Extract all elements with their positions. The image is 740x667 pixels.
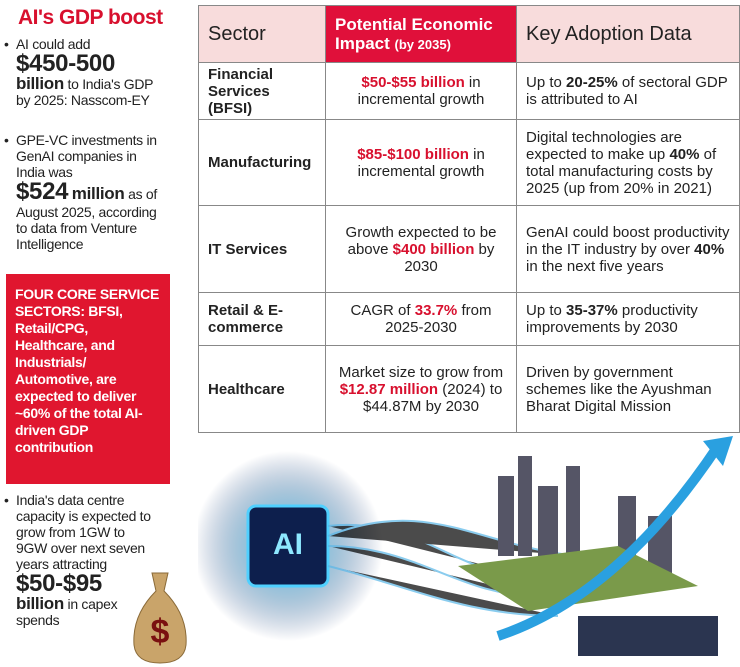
unit: million	[71, 184, 125, 203]
text: Market size to grow from	[338, 363, 504, 381]
figure: $50-$95	[16, 570, 102, 597]
sector-cell: IT Services	[198, 205, 326, 293]
header-note: (by 2035)	[394, 36, 451, 52]
text: productivity improvements by 2030	[526, 302, 698, 336]
adoption-cell: Driven by government schemes like the Ay…	[516, 345, 740, 433]
table-row: IT Services Growth expected to be above $…	[198, 205, 740, 293]
text: of sectoral GDP is attributed to AI	[526, 74, 728, 108]
highlight: $400 billion	[392, 240, 475, 258]
text: Digital technologies are expected to mak…	[526, 128, 682, 163]
sector-cell: Manufacturing	[198, 119, 326, 206]
adoption-cell: Digital technologies are expected to mak…	[516, 119, 740, 206]
highlight: 40%	[669, 145, 700, 163]
text: of total manufacturing costs by 2025 (up…	[526, 145, 717, 197]
impact-cell: Growth expected to be above $400 billion…	[325, 205, 517, 293]
text: in incremental growth	[357, 145, 485, 180]
text: as of August 2025, according to data fro…	[16, 186, 157, 252]
highlight: $12.87 million	[339, 380, 439, 398]
impact-cell: $50-$55 billion in incremental growth	[325, 62, 517, 120]
figure: $450-500	[16, 50, 116, 77]
table-row: Retail & E-commerce CAGR of 33.7% from 20…	[198, 292, 740, 346]
text: in capex spends	[16, 596, 118, 628]
text: from 2025-2030	[385, 302, 492, 336]
unit: billion	[16, 74, 64, 93]
title: AI's GDP boost	[18, 6, 163, 29]
highlight: $50-$55 billion	[361, 74, 465, 91]
bullet: GPE-VC investments in GenAI companies in…	[4, 132, 168, 252]
adoption-cell: Up to 35-37% productivity improvements b…	[516, 292, 740, 346]
text: Growth expected to be above	[345, 223, 497, 258]
sector-cell: Healthcare	[198, 345, 326, 433]
money-bag: $	[133, 572, 187, 664]
text: Up to	[526, 74, 567, 91]
figure: $524	[16, 178, 69, 205]
text: Driven by government schemes like the Ay…	[526, 363, 712, 415]
adoption-cell: GenAI could boost productivity in the IT…	[516, 205, 740, 293]
text: AI could add	[16, 36, 91, 52]
sector-table: Sector Potential Economic Impact (by 203…	[198, 5, 740, 433]
highlight: 33.7%	[414, 302, 458, 319]
table-row: Manufacturing $85-$100 billion in increme…	[198, 119, 740, 206]
text: CAGR of	[350, 302, 415, 319]
highlight: 40%	[694, 240, 725, 258]
svg-text:$: $	[151, 613, 170, 651]
text: in incremental growth	[357, 74, 485, 108]
table-row: Healthcare Market size to grow from $12.8…	[198, 345, 740, 433]
svg-text:AI: AI	[273, 528, 303, 561]
header-cell: Key Adoption Data	[516, 5, 740, 63]
callout: FOUR CORE SERVICE SECTORS: BFSI, Retail/…	[6, 274, 170, 484]
sector-cell: Financial Services (BFSI)	[198, 62, 326, 120]
text: Up to	[526, 302, 567, 319]
impact-cell: Market size to grow from $12.87 million …	[325, 345, 517, 433]
header-cell: Potential Economic Impact (by 2035)	[325, 5, 517, 63]
text: (2024) to $44.87M by 2030	[363, 380, 503, 415]
text: by 2030	[404, 240, 495, 275]
highlight: 20-25%	[566, 74, 618, 91]
table-row: Financial Services (BFSI) $50-$55 billion…	[198, 62, 740, 120]
highlight: $85-$100 billion	[357, 145, 469, 163]
unit: billion	[16, 594, 64, 613]
impact-cell: CAGR of 33.7% from 2025-2030	[325, 292, 517, 346]
text: GenAI could boost productivity in the IT…	[526, 223, 730, 258]
illustration: AI	[198, 436, 733, 656]
text: to India's GDP by 2025: Nasscom-EY	[16, 76, 153, 108]
text: GPE-VC investments in GenAI companies in…	[16, 132, 157, 180]
sector-cell: Retail & E-commerce	[198, 292, 326, 346]
text: India's data centre capacity is expected…	[16, 492, 151, 572]
header-cell: Sector	[198, 5, 326, 63]
highlight: 35-37%	[566, 302, 618, 319]
text: in the next five years	[526, 257, 664, 275]
bullet: India's data centre capacity is expected…	[4, 492, 154, 628]
header-text: Potential Economic Impact	[335, 14, 493, 53]
adoption-cell: Up to 20-25% of sectoral GDP is attribut…	[516, 62, 740, 120]
impact-cell: $85-$100 billion in incremental growth	[325, 119, 517, 206]
